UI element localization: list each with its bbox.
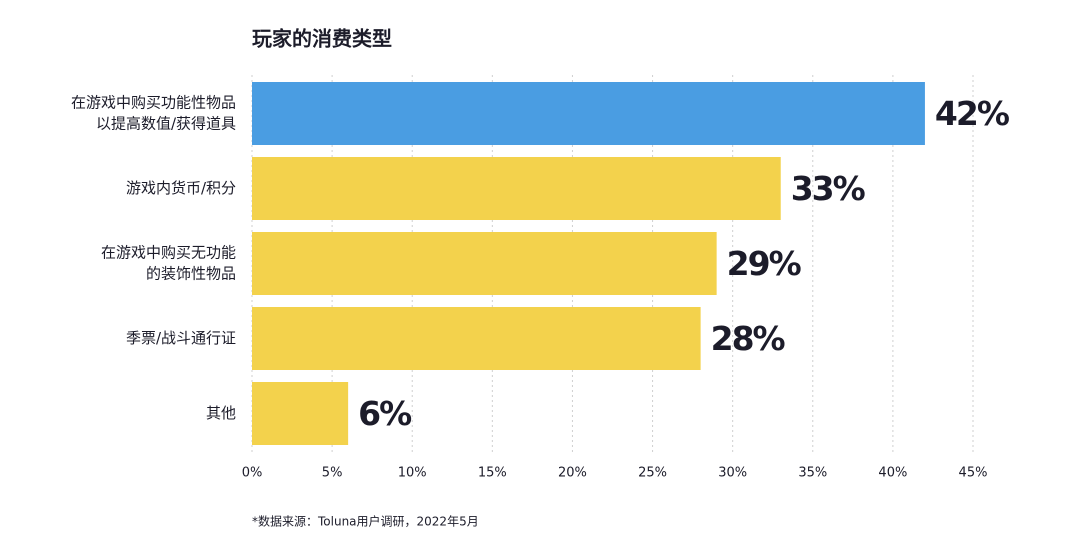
- value-label: 28%: [711, 319, 786, 358]
- x-tick-label: 25%: [638, 466, 667, 481]
- x-tick-label: 30%: [718, 466, 747, 481]
- value-label: 6%: [358, 394, 412, 433]
- category-label: 游戏内货币/积分: [126, 179, 236, 197]
- category-label: 在游戏中购买无功能: [101, 244, 236, 262]
- source-note: *数据来源：Toluna用户调研，2022年5月: [252, 514, 479, 529]
- x-tick-label: 45%: [959, 466, 988, 481]
- x-tick-label: 35%: [798, 466, 827, 481]
- x-tick-label: 5%: [322, 466, 343, 481]
- category-label: 的装饰性物品: [146, 265, 236, 283]
- bar: [252, 382, 349, 445]
- x-tick-label: 40%: [878, 466, 907, 481]
- category-label: 季票/战斗通行证: [126, 329, 236, 347]
- x-tick-label: 20%: [558, 466, 587, 481]
- x-tick-label: 0%: [242, 466, 263, 481]
- value-label: 42%: [935, 94, 1010, 133]
- category-label: 在游戏中购买功能性物品: [71, 94, 236, 112]
- value-label: 33%: [791, 169, 866, 208]
- chart-title: 玩家的消费类型: [252, 27, 392, 51]
- bar: [252, 232, 717, 295]
- x-tick-label: 15%: [478, 466, 507, 481]
- category-label: 以提高数值/获得道具: [96, 115, 236, 133]
- bar: [252, 157, 781, 220]
- x-tick-label: 10%: [398, 466, 427, 481]
- category-label: 其他: [206, 404, 236, 422]
- bar: [252, 82, 925, 145]
- value-label: 29%: [727, 244, 802, 283]
- bar: [252, 307, 701, 370]
